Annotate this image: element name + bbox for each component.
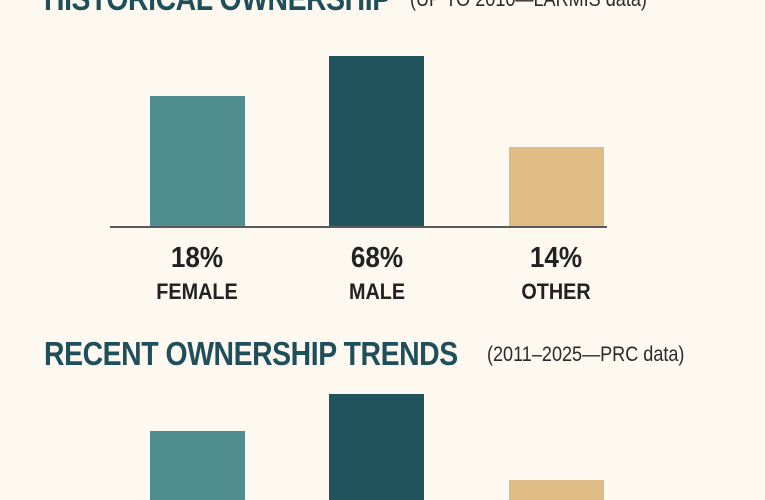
chart1-label-male: 68% MALE — [307, 242, 447, 305]
category-label: FEMALE — [156, 279, 238, 304]
chart1-bar-male — [329, 56, 424, 227]
chart2-bar-female — [150, 431, 245, 500]
value-label: 68% — [350, 242, 404, 274]
chart1-title-row: HISTORICAL OWNERSHIP (UP TO 2010—LARMIS … — [44, 0, 647, 18]
chart2-subtitle: (2011–2025—PRC data) — [487, 343, 685, 366]
chart1-bar-other — [509, 147, 604, 227]
category-label: OTHER — [521, 279, 591, 304]
category-label: MALE — [348, 279, 406, 304]
chart2-bar-other — [509, 480, 604, 500]
chart1-title: HISTORICAL OWNERSHIP — [44, 0, 391, 18]
chart2-title-row: RECENT OWNERSHIP TRENDS (2011–2025—PRC d… — [44, 335, 684, 373]
chart1-subtitle: (UP TO 2010—LARMIS data) — [410, 0, 647, 12]
chart1-x-axis — [110, 226, 607, 228]
chart2-title: RECENT OWNERSHIP TRENDS — [44, 335, 458, 372]
chart1-bar-female — [150, 96, 245, 227]
chart1-label-female: 18% FEMALE — [127, 242, 267, 305]
value-label: 14% — [529, 242, 583, 274]
chart2-bar-male — [329, 394, 424, 500]
chart1-label-other: 14% OTHER — [486, 242, 626, 305]
value-label: 18% — [170, 242, 224, 274]
